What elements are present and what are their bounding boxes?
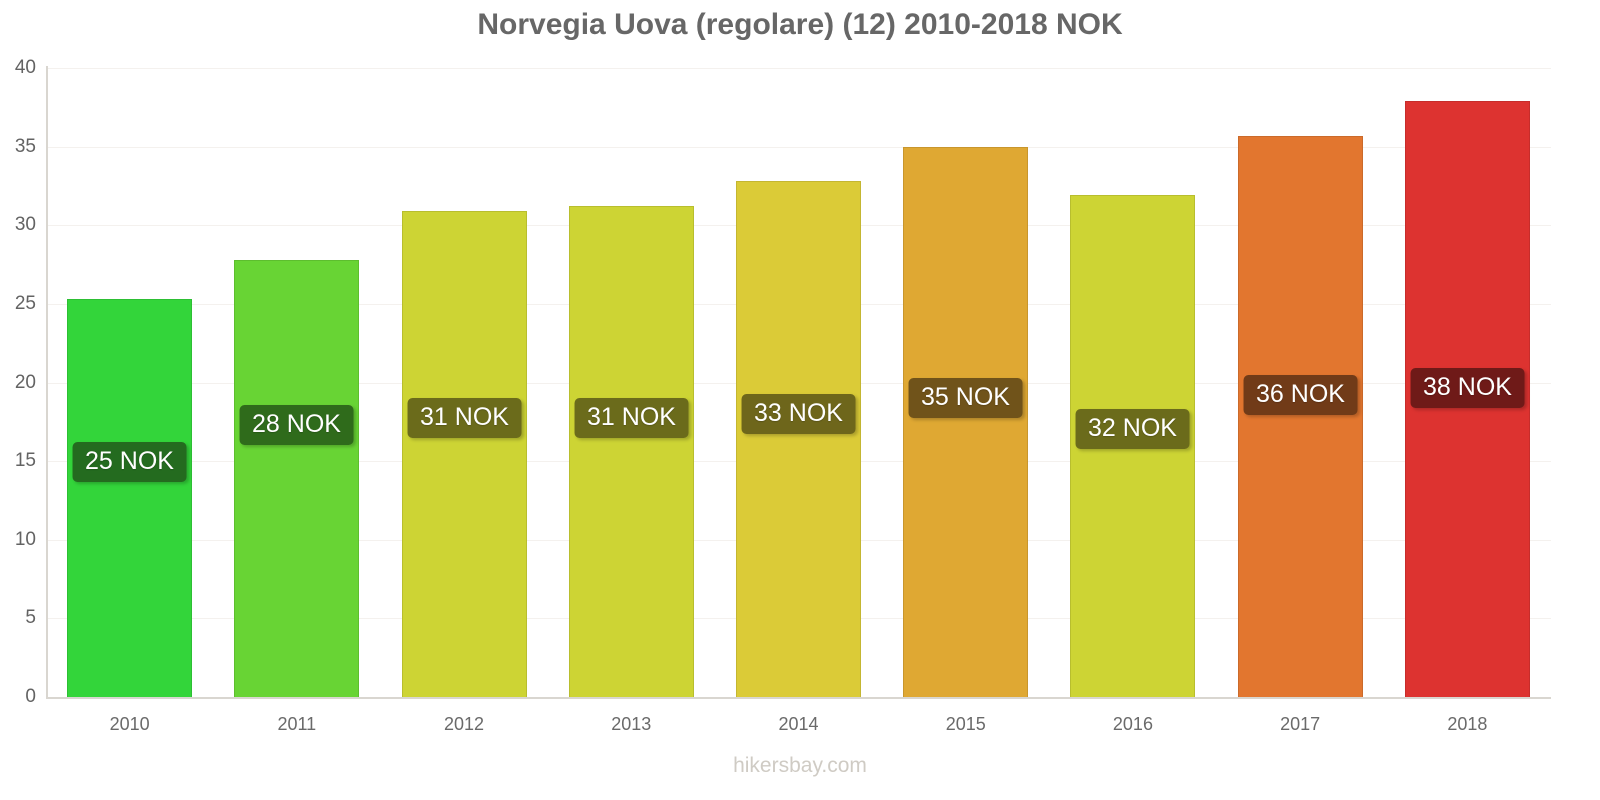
bar-value-label: 38 NOK	[1410, 368, 1525, 409]
x-tick-label: 2012	[444, 714, 485, 734]
bar-value-label: 33 NOK	[741, 393, 856, 434]
bar[interactable]	[903, 146, 1028, 697]
bar[interactable]	[1238, 135, 1363, 697]
y-tick-label: 5	[25, 607, 36, 629]
bar-group[interactable]: 35 NOK	[903, 146, 1028, 697]
bar-value-label: 32 NOK	[1075, 409, 1190, 450]
x-tick-label: 2011	[277, 714, 317, 734]
y-tick-label: 35	[14, 135, 36, 157]
y-tick-label: 40	[14, 57, 36, 78]
bar-value-label: 31 NOK	[407, 398, 522, 439]
x-tick-label: 2014	[778, 714, 819, 734]
y-tick-label: 30	[14, 214, 36, 236]
y-tick-label: 10	[14, 528, 36, 550]
y-tick-label: 25	[14, 292, 36, 314]
bar-group[interactable]: 25 NOK	[67, 299, 192, 697]
bar-group[interactable]: 33 NOK	[736, 181, 861, 697]
x-tick-label: 2018	[1447, 714, 1488, 734]
x-tick-label: 2013	[611, 714, 652, 734]
bar-value-label: 28 NOK	[239, 404, 354, 445]
bar-group[interactable]: 28 NOK	[234, 259, 359, 697]
source-watermark: hikersbay.com	[733, 754, 867, 777]
gridline	[46, 68, 1551, 69]
bar[interactable]	[402, 211, 527, 697]
y-tick-label: 20	[14, 371, 36, 393]
bar-group[interactable]: 38 NOK	[1405, 101, 1530, 697]
x-tick-label: 2010	[109, 714, 150, 734]
y-axis-tick-labels: 0 5 10 15 20 25 30 35 40	[0, 0, 38, 800]
bar-group[interactable]: 32 NOK	[1070, 195, 1195, 697]
x-tick-label: 2015	[945, 714, 986, 734]
bar[interactable]	[736, 181, 861, 697]
bar[interactable]	[569, 206, 694, 697]
bar-value-label: 31 NOK	[574, 398, 689, 439]
y-tick-label: 0	[25, 686, 36, 707]
bar-value-label: 36 NOK	[1243, 374, 1358, 415]
bar[interactable]	[234, 259, 359, 697]
bar-group[interactable]: 31 NOK	[569, 206, 694, 697]
x-axis-line	[46, 697, 1551, 699]
x-tick-label: 2017	[1280, 714, 1321, 734]
gridline	[46, 146, 1551, 148]
chart-title: Norvegia Uova (regolare) (12) 2010-2018 …	[477, 8, 1123, 41]
y-tick-label: 15	[14, 450, 36, 472]
x-tick-label: 2016	[1112, 714, 1153, 734]
bar-value-label: 35 NOK	[908, 377, 1023, 418]
bar-group[interactable]: 36 NOK	[1238, 135, 1363, 697]
y-axis-line	[46, 66, 48, 699]
bar-group[interactable]: 31 NOK	[402, 211, 527, 697]
bar-value-label: 25 NOK	[72, 442, 187, 483]
bar[interactable]	[67, 299, 192, 697]
